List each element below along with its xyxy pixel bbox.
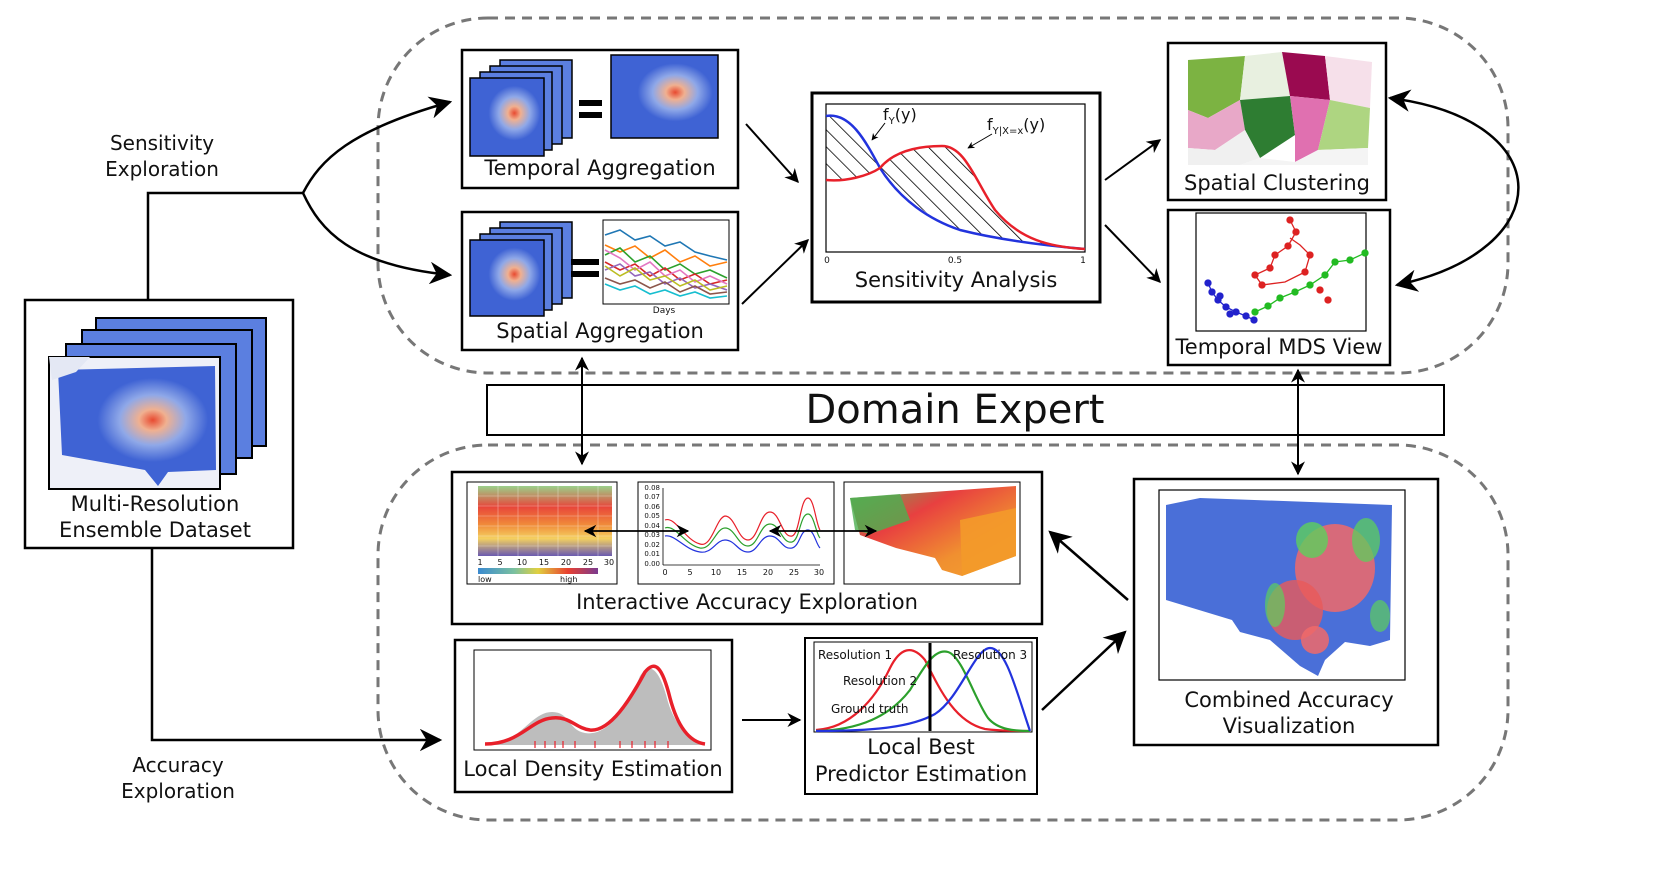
- combined-to-interactive-arrow: [1048, 530, 1129, 601]
- sensitivity-exploration-line1: Sensitivity: [110, 131, 214, 155]
- acc-ytick-8: 0.00: [644, 560, 660, 568]
- interactive-accuracy-label: Interactive Accuracy Exploration: [576, 590, 918, 614]
- acc-ytick-0: 0.08: [644, 484, 660, 492]
- acc-xtick-0: 0: [662, 568, 667, 577]
- local-best-label-line1: Local Best: [867, 735, 975, 759]
- accuracy-line-xticks: 0 5 10 15 20 25 30: [662, 568, 824, 577]
- dataset-to-accuracy-line: [150, 548, 443, 752]
- heat-legend-bar: [478, 568, 598, 574]
- heat-xtick-2: 10: [517, 558, 527, 567]
- heat-xtick-4: 20: [561, 558, 571, 567]
- accuracy-line-yticks: 0.08 0.07 0.06 0.05 0.04 0.03 0.02 0.01 …: [644, 484, 660, 568]
- sensitivity-curve-upper: [301, 96, 453, 194]
- dataset-label-line2: Ensemble Dataset: [59, 518, 251, 542]
- heat-xtick-0: 1: [477, 558, 482, 567]
- res3-label: Resolution 3: [953, 648, 1027, 662]
- acc-ytick-6: 0.02: [644, 541, 660, 549]
- res2-label: Resolution 2: [843, 674, 917, 688]
- domain-expert-box: [486, 384, 1445, 436]
- spatial-agg-xlabel: Days: [653, 306, 676, 316]
- local-best-label-line2: Predictor Estimation: [815, 762, 1027, 786]
- temporal-mds-label: Temporal MDS View: [1175, 335, 1383, 359]
- heat-xtick-1: 5: [497, 558, 502, 567]
- heatmap-grid: [478, 486, 612, 556]
- heat-xtick-6: 30: [604, 558, 614, 567]
- acc-ytick-1: 0.07: [644, 493, 660, 501]
- res1-label: Resolution 1: [818, 648, 892, 662]
- sensitivity-analysis-label: Sensitivity Analysis: [855, 268, 1058, 292]
- accuracy-red-line: [664, 497, 821, 545]
- acc-xtick-6: 30: [814, 568, 824, 577]
- fyx-curve: [825, 144, 1086, 251]
- heat-xtick-3: 15: [539, 558, 549, 567]
- best-to-combined-arrow: [1041, 630, 1127, 711]
- accuracy-exploration-line2: Exploration: [121, 779, 235, 803]
- accuracy-group-border: [376, 443, 1510, 822]
- spatial-aggregation-label: Spatial Aggregation: [496, 319, 704, 343]
- sensitivity-curve-lower: [301, 192, 453, 285]
- sensitivity-analysis-node: fY(y) fY|X=x(y) 0 0.5 1 Sensitivity Anal…: [810, 91, 1102, 304]
- spatial-agg-series: [604, 229, 728, 299]
- mds-blue-trajectory: [1204, 279, 1258, 324]
- acc-xtick-2: 10: [711, 568, 721, 577]
- temporal-mds-node: Temporal MDS View: [1166, 208, 1392, 367]
- heat-legend-high: high: [560, 575, 577, 584]
- fyx-label: fY|X=x(y): [987, 115, 1045, 137]
- acc-ytick-5: 0.03: [644, 531, 660, 539]
- sensitivity-group-border: [376, 16, 1510, 375]
- temporal-aggregation-label: Temporal Aggregation: [483, 156, 715, 180]
- density-gray-area: [485, 668, 705, 745]
- mds-green-trajectory: [1251, 249, 1369, 316]
- res3-curve: [815, 646, 1032, 733]
- sensitivity-to-mds-arrow: [1104, 224, 1161, 284]
- dataset-to-sensitivity-line: [146, 191, 303, 300]
- sensitivity-xtick-2: 1: [1080, 256, 1086, 266]
- dataset-label-line1: Multi-Resolution: [71, 492, 240, 516]
- local-density-label: Local Density Estimation: [463, 757, 722, 781]
- acc-xtick-4: 20: [763, 568, 773, 577]
- acc-xtick-3: 15: [737, 568, 747, 577]
- acc-ytick-4: 0.04: [644, 522, 660, 530]
- density-rug-marks: [534, 741, 669, 748]
- local-best-node: Resolution 1 Resolution 3 Resolution 2 G…: [804, 637, 1038, 795]
- accuracy-green-line: [664, 513, 821, 549]
- spatial-to-sensitivity-arrow: [741, 239, 810, 305]
- res1-curve: [815, 649, 1031, 733]
- accuracy-exploration-line1: Accuracy: [132, 753, 223, 777]
- combined-accuracy-node: Combined Accuracy Visualization: [1132, 477, 1440, 747]
- temporal-to-sensitivity-arrow: [745, 123, 799, 184]
- combined-accuracy-label-line2: Visualization: [1223, 714, 1356, 738]
- density-red-curve: [484, 664, 706, 746]
- acc-xtick-5: 25: [789, 568, 799, 577]
- interactive-accuracy-node: 1 5 10 15 20 25 30 low high 0.08 0.07 0.…: [450, 470, 1044, 626]
- spatial-clustering-label: Spatial Clustering: [1184, 171, 1370, 195]
- spatial-clustering-node: Spatial Clustering: [1166, 41, 1388, 202]
- acc-ytick-3: 0.05: [644, 512, 660, 520]
- fy-label: fY(y): [883, 105, 917, 127]
- combined-accuracy-label-line1: Combined Accuracy: [1184, 688, 1393, 712]
- dataset-node: Multi-Resolution Ensemble Dataset: [23, 298, 295, 550]
- acc-xtick-1: 5: [687, 568, 692, 577]
- sensitivity-hatched-area: [826, 115, 1085, 250]
- sensitivity-exploration-line2: Exploration: [105, 157, 219, 181]
- spatial-aggregation-node: Days Spatial Aggregation: [460, 210, 740, 352]
- res2-curve: [815, 650, 1031, 733]
- local-density-node: Local Density Estimation: [453, 638, 734, 794]
- sensitivity-xtick-0: 0: [824, 256, 830, 266]
- sensitivity-xtick-1: 0.5: [948, 256, 962, 266]
- dataset-map-stack: [48, 317, 267, 490]
- acc-ytick-7: 0.01: [644, 550, 660, 558]
- domain-expert-label: Domain Expert: [805, 387, 1104, 433]
- ground-truth-label: Ground truth: [831, 702, 909, 716]
- fy-curve: [825, 114, 1086, 251]
- acc-ytick-2: 0.06: [644, 503, 660, 511]
- sensitivity-to-clustering-arrow: [1104, 139, 1162, 181]
- temporal-aggregation-node: Temporal Aggregation: [460, 48, 740, 190]
- right-feedback-curve: [1387, 89, 1520, 292]
- mds-red-trajectory: [1251, 216, 1332, 304]
- heat-legend-low: low: [478, 575, 492, 584]
- heat-xtick-5: 25: [583, 558, 593, 567]
